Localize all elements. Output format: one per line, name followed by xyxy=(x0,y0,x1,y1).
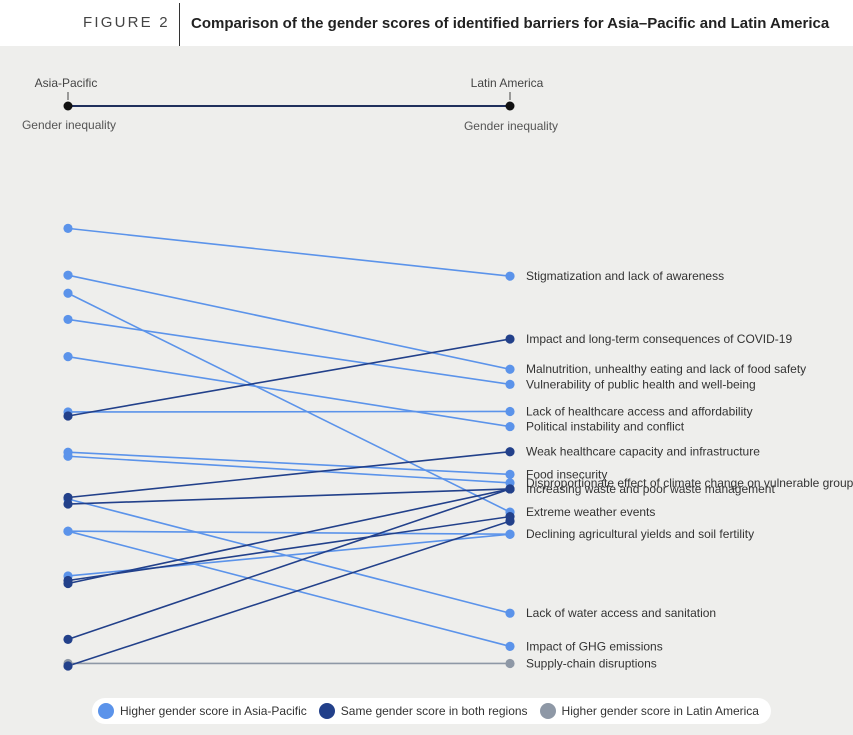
right-point-increasing-waste-and-poor-waste-management-9 xyxy=(505,484,515,494)
right-point-malnutrition-unhealthy-eating-and-lack-of-food-safety-2 xyxy=(505,364,515,374)
left-point-impact-and-long-term-consequences-of-covid-19-1 xyxy=(63,411,73,421)
series-label-increasing-waste-and-poor-waste-management: Increasing waste and poor waste manageme… xyxy=(526,482,775,496)
series-line-extreme-weather-events-14 xyxy=(67,520,511,667)
left-point-weak-healthcare-capacity-and-infrastructure-6 xyxy=(63,492,73,503)
right-point-weak-healthcare-capacity-and-infrastructure-6 xyxy=(505,447,515,457)
legend-item-same: Same gender score in both regions xyxy=(318,703,528,719)
left-point-extreme-weather-events-14 xyxy=(63,661,73,671)
right-point-impact-of-ghg-emissions-18 xyxy=(505,641,515,651)
series-line-increasing-waste-and-poor-waste-management-8 xyxy=(67,488,511,585)
left-point-stigmatization-and-lack-of-awareness-0 xyxy=(63,223,73,233)
right-point-extreme-weather-events-14 xyxy=(505,516,515,526)
series-line-increasing-waste-and-poor-waste-management-9 xyxy=(67,488,511,641)
series-label-extreme-weather-events: Extreme weather events xyxy=(526,505,655,519)
series-line-weak-healthcare-capacity-and-infrastructure-6 xyxy=(67,450,511,499)
right-point-declining-agricultural-yields-and-soil-fertility-16 xyxy=(505,529,515,539)
right-point-supply-chain-disruptions-19 xyxy=(505,658,515,669)
right-point-lack-of-healthcare-access-and-affordability-4 xyxy=(505,406,515,417)
left-point-vulnerability-of-public-health-and-well-being-3 xyxy=(63,314,73,325)
series-line-impact-of-ghg-emissions-18 xyxy=(67,530,511,648)
series-line-increasing-waste-and-poor-waste-management-7 xyxy=(67,488,511,505)
left-point-political-instability-and-conflict-5 xyxy=(63,352,73,362)
series-label-political-instability-and-conflict: Political instability and conflict xyxy=(526,420,685,434)
series-label-lack-of-water-access-and-sanitation: Lack of water access and sanitation xyxy=(526,606,716,620)
left-axis-label: Gender inequality xyxy=(22,118,116,132)
series-line-malnutrition-unhealthy-eating-and-lack-of-food-safety-2 xyxy=(67,274,511,371)
series-dots xyxy=(63,223,515,671)
legend-label-same: Same gender score in both regions xyxy=(340,704,528,718)
series-labels: Supply-chain disruptions Stigmatization a… xyxy=(526,269,853,670)
legend-swatch-same xyxy=(318,703,335,719)
series-line-vulnerability-of-public-health-and-well-being-3 xyxy=(67,318,511,386)
left-point-increasing-waste-and-poor-waste-management-9 xyxy=(63,634,73,644)
right-point-lack-of-water-access-and-sanitation-17 xyxy=(505,608,515,618)
series-line-stigmatization-and-lack-of-awareness-0 xyxy=(67,227,511,277)
left-point-disproportionate-effect-of-climate-change-on-vulnerable-groups-11 xyxy=(63,451,73,461)
series-label-malnutrition-unhealthy-eating-and-lack-of-food-safety: Malnutrition, unhealthy eating and lack … xyxy=(526,362,806,376)
series-line-extreme-weather-events-12 xyxy=(67,292,511,513)
series-line-disproportionate-effect-of-climate-change-on-vulnerable-groups-11 xyxy=(67,455,511,484)
left-region-dot xyxy=(63,101,73,111)
header-divider xyxy=(179,3,180,46)
legend-label-higher-asia: Higher gender score in Asia-Pacific xyxy=(120,704,307,718)
series-label-vulnerability-of-public-health-and-well-being: Vulnerability of public health and well-… xyxy=(526,377,756,391)
series-label-food-insecurity: Food insecurity xyxy=(526,467,607,481)
left-point-extreme-weather-events-13 xyxy=(63,575,73,586)
series-lines xyxy=(67,227,511,667)
series-label-weak-healthcare-capacity-and-infrastructure: Weak healthcare capacity and infrastruct… xyxy=(526,445,760,459)
right-region-label: Latin America xyxy=(471,76,544,90)
series-label-declining-agricultural-yields-and-soil-fertility: Declining agricultural yields and soil f… xyxy=(526,527,754,541)
left-point-impact-of-ghg-emissions-18 xyxy=(63,526,73,536)
series-line-lack-of-water-access-and-sanitation-17 xyxy=(67,498,511,614)
series-label-stigmatization-and-lack-of-awareness: Stigmatization and lack of awareness xyxy=(526,269,724,283)
legend-item-higher-asia: Higher gender score in Asia-Pacific xyxy=(98,703,307,719)
right-point-impact-and-long-term-consequences-of-covid-19-1 xyxy=(505,334,515,344)
legend-swatch-higher-asia xyxy=(98,703,114,719)
series-label-lack-of-healthcare-access-and-affordability: Lack of healthcare access and affordabil… xyxy=(526,404,753,418)
series-label-supply-chain-disruptions: Supply-chain disruptions xyxy=(526,656,657,670)
axis-layer: Asia-Pacific Latin America Gender inequa… xyxy=(22,76,558,133)
series-line-food-insecurity-10 xyxy=(67,451,511,476)
series-line-declining-agricultural-yields-and-soil-fertility-15 xyxy=(67,530,511,536)
right-region-dot xyxy=(505,101,515,111)
right-point-stigmatization-and-lack-of-awareness-0 xyxy=(505,271,515,281)
legend-swatch-higher-latam xyxy=(539,703,556,719)
series-line-political-instability-and-conflict-5 xyxy=(67,355,511,428)
legend-label-higher-latam: Higher gender score in Latin America xyxy=(561,704,759,718)
left-point-malnutrition-unhealthy-eating-and-lack-of-food-safety-2 xyxy=(63,270,73,280)
figure-header: FIGURE 2 Comparison of the gender scores… xyxy=(0,0,853,46)
left-region-label: Asia-Pacific xyxy=(35,76,98,90)
series-line-impact-and-long-term-consequences-of-covid-19-1 xyxy=(67,338,511,417)
right-point-political-instability-and-conflict-5 xyxy=(505,421,515,432)
right-point-food-insecurity-10 xyxy=(505,469,515,479)
series-label-disproportionate-effect-of-climate-change-on-vulnerable-groups: Disproportionate effect of climate chang… xyxy=(526,476,853,490)
series-line-extreme-weather-events-13 xyxy=(67,515,511,582)
left-point-extreme-weather-events-12 xyxy=(63,288,73,298)
series-label-impact-and-long-term-consequences-of-covid-19: Impact and long-term consequences of COV… xyxy=(526,332,792,346)
legend: Higher gender score in Asia-Pacific Same… xyxy=(92,698,771,724)
right-point-vulnerability-of-public-health-and-well-being-3 xyxy=(505,379,515,389)
series-line-declining-agricultural-yields-and-soil-fertility-16 xyxy=(67,533,511,577)
legend-item-higher-latam: Higher gender score in Latin America xyxy=(539,703,759,719)
left-point-increasing-waste-and-poor-waste-management-7 xyxy=(63,499,73,509)
series-label-impact-of-ghg-emissions: Impact of GHG emissions xyxy=(526,639,663,653)
series-line-lack-of-healthcare-access-and-affordability-4 xyxy=(67,410,511,413)
figure-title: Comparison of the gender scores of ident… xyxy=(191,15,830,32)
right-axis-label: Gender inequality xyxy=(464,119,558,133)
figure-label: FIGURE 2 xyxy=(83,14,170,31)
